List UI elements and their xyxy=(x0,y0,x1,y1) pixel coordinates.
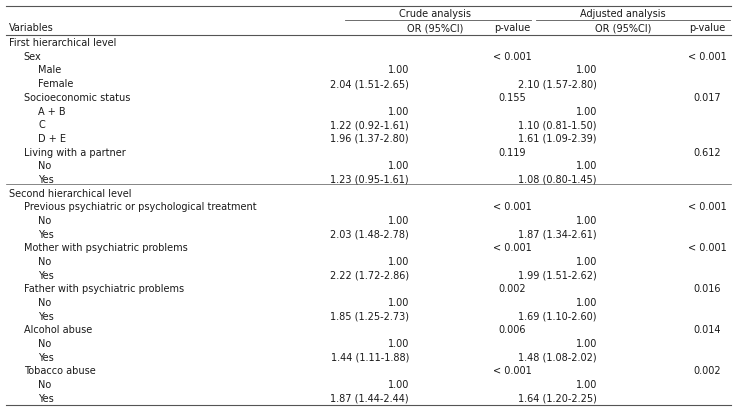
Text: Mother with psychiatric problems: Mother with psychiatric problems xyxy=(24,243,187,253)
Text: OR (95%CI): OR (95%CI) xyxy=(595,23,651,33)
Text: 2.04 (1.51-2.65): 2.04 (1.51-2.65) xyxy=(330,79,409,89)
Text: Female: Female xyxy=(38,79,74,89)
Text: 2.22 (1.72-2.86): 2.22 (1.72-2.86) xyxy=(330,271,409,281)
Text: A + B: A + B xyxy=(38,106,66,116)
Text: Yes: Yes xyxy=(38,271,54,281)
Text: 0.119: 0.119 xyxy=(498,148,526,158)
Text: < 0.001: < 0.001 xyxy=(493,366,531,376)
Text: 1.23 (0.95-1.61): 1.23 (0.95-1.61) xyxy=(330,175,409,185)
Text: 1.87 (1.44-2.44): 1.87 (1.44-2.44) xyxy=(330,394,409,404)
Text: 1.00: 1.00 xyxy=(388,216,409,226)
Text: Second hierarchical level: Second hierarchical level xyxy=(9,188,131,198)
Text: Adjusted analysis: Adjusted analysis xyxy=(580,10,666,20)
Text: 1.00: 1.00 xyxy=(576,216,597,226)
Text: 1.00: 1.00 xyxy=(576,339,597,349)
Text: Yes: Yes xyxy=(38,229,54,239)
Text: 0.016: 0.016 xyxy=(694,284,722,294)
Text: < 0.001: < 0.001 xyxy=(493,202,531,212)
Text: < 0.001: < 0.001 xyxy=(688,52,727,62)
Text: Previous psychiatric or psychological treatment: Previous psychiatric or psychological tr… xyxy=(24,202,256,212)
Text: 1.00: 1.00 xyxy=(388,339,409,349)
Text: 0.017: 0.017 xyxy=(694,93,722,103)
Text: No: No xyxy=(38,216,52,226)
Text: Male: Male xyxy=(38,65,62,75)
Text: Yes: Yes xyxy=(38,175,54,185)
Text: 1.00: 1.00 xyxy=(388,106,409,116)
Text: 1.00: 1.00 xyxy=(388,298,409,308)
Text: 1.85 (1.25-2.73): 1.85 (1.25-2.73) xyxy=(330,311,409,322)
Text: 1.08 (0.80-1.45): 1.08 (0.80-1.45) xyxy=(518,175,597,185)
Text: Crude analysis: Crude analysis xyxy=(399,10,471,20)
Text: No: No xyxy=(38,257,52,267)
Text: 1.96 (1.37-2.80): 1.96 (1.37-2.80) xyxy=(330,134,409,144)
Text: Sex: Sex xyxy=(24,52,41,62)
Text: 1.00: 1.00 xyxy=(576,106,597,116)
Text: Socioeconomic status: Socioeconomic status xyxy=(24,93,130,103)
Text: 2.10 (1.57-2.80): 2.10 (1.57-2.80) xyxy=(518,79,597,89)
Text: Living with a partner: Living with a partner xyxy=(24,148,125,158)
Text: 2.03 (1.48-2.78): 2.03 (1.48-2.78) xyxy=(330,229,409,239)
Text: 1.22 (0.92-1.61): 1.22 (0.92-1.61) xyxy=(330,120,409,130)
Text: 0.612: 0.612 xyxy=(694,148,722,158)
Text: Tobacco abuse: Tobacco abuse xyxy=(24,366,95,376)
Text: 1.00: 1.00 xyxy=(576,65,597,75)
Text: No: No xyxy=(38,161,52,171)
Text: 0.014: 0.014 xyxy=(694,325,722,335)
Text: 1.99 (1.51-2.62): 1.99 (1.51-2.62) xyxy=(518,271,597,281)
Text: < 0.001: < 0.001 xyxy=(688,202,727,212)
Text: Father with psychiatric problems: Father with psychiatric problems xyxy=(24,284,184,294)
Text: D + E: D + E xyxy=(38,134,66,144)
Text: 1.00: 1.00 xyxy=(388,65,409,75)
Text: Yes: Yes xyxy=(38,394,54,404)
Text: 1.64 (1.20-2.25): 1.64 (1.20-2.25) xyxy=(518,394,597,404)
Text: 0.002: 0.002 xyxy=(498,284,526,294)
Text: 1.87 (1.34-2.61): 1.87 (1.34-2.61) xyxy=(518,229,597,239)
Text: Alcohol abuse: Alcohol abuse xyxy=(24,325,92,335)
Text: < 0.001: < 0.001 xyxy=(688,243,727,253)
Text: 0.006: 0.006 xyxy=(498,325,526,335)
Text: 1.48 (1.08-2.02): 1.48 (1.08-2.02) xyxy=(518,352,597,362)
Text: 1.00: 1.00 xyxy=(576,298,597,308)
Text: 0.155: 0.155 xyxy=(498,93,526,103)
Text: 1.00: 1.00 xyxy=(576,380,597,390)
Text: 1.61 (1.09-2.39): 1.61 (1.09-2.39) xyxy=(518,134,597,144)
Text: 1.00: 1.00 xyxy=(388,257,409,267)
Text: C: C xyxy=(38,120,45,130)
Text: p-value: p-value xyxy=(494,23,531,33)
Text: p-value: p-value xyxy=(689,23,726,33)
Text: 1.10 (0.81-1.50): 1.10 (0.81-1.50) xyxy=(518,120,597,130)
Text: 1.00: 1.00 xyxy=(388,380,409,390)
Text: 1.00: 1.00 xyxy=(576,161,597,171)
Text: 1.00: 1.00 xyxy=(576,257,597,267)
Text: No: No xyxy=(38,380,52,390)
Text: OR (95%CI): OR (95%CI) xyxy=(407,23,463,33)
Text: 1.44 (1.11-1.88): 1.44 (1.11-1.88) xyxy=(331,352,409,362)
Text: 1.69 (1.10-2.60): 1.69 (1.10-2.60) xyxy=(518,311,597,322)
Text: No: No xyxy=(38,298,52,308)
Text: < 0.001: < 0.001 xyxy=(493,243,531,253)
Text: Yes: Yes xyxy=(38,311,54,322)
Text: Yes: Yes xyxy=(38,352,54,362)
Text: < 0.001: < 0.001 xyxy=(493,52,531,62)
Text: No: No xyxy=(38,339,52,349)
Text: Variables: Variables xyxy=(9,23,54,33)
Text: 0.002: 0.002 xyxy=(694,366,722,376)
Text: 1.00: 1.00 xyxy=(388,161,409,171)
Text: First hierarchical level: First hierarchical level xyxy=(9,38,116,48)
